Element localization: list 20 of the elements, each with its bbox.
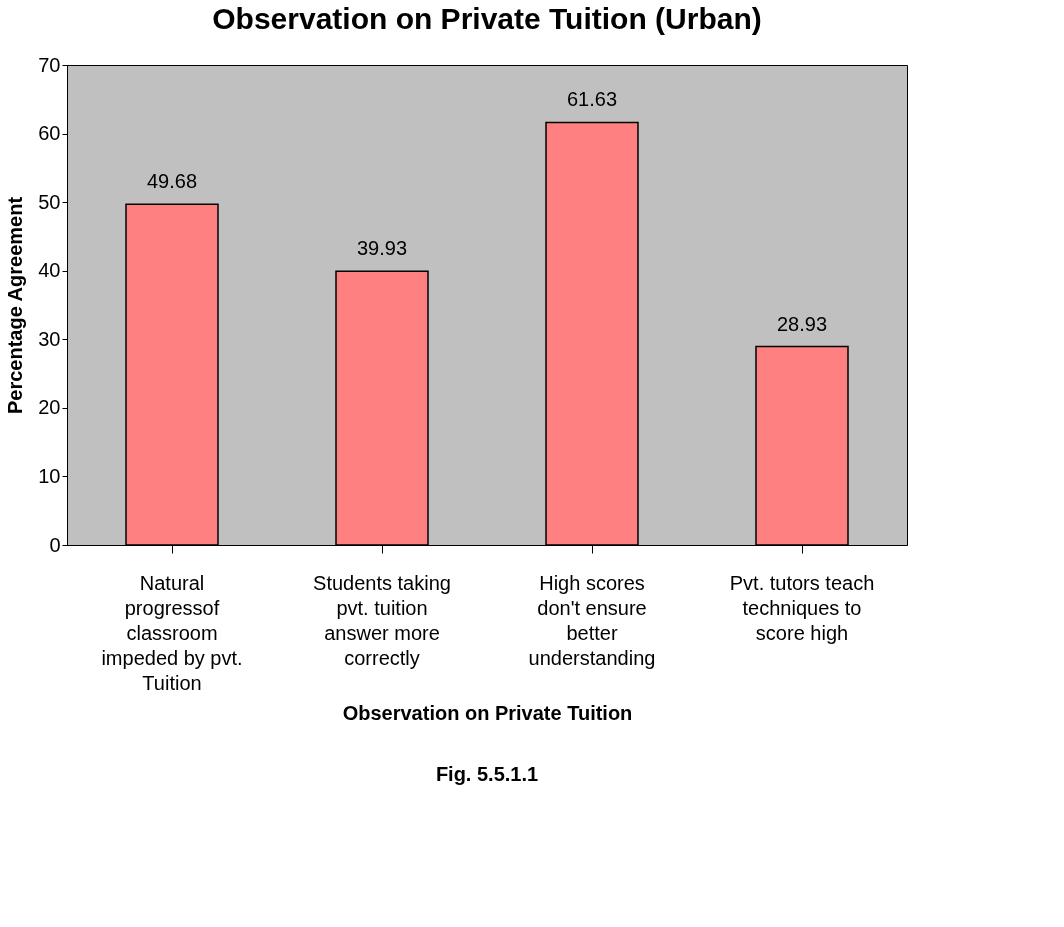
y-tick-label: 50 [38, 190, 61, 213]
y-tick-label: 10 [38, 464, 61, 487]
x-axis-title: Observation on Private Tuition [342, 701, 633, 724]
data-label: 61.63 [566, 88, 618, 111]
data-label: 49.68 [146, 170, 198, 193]
chart-title: Observation on Private Tuition (Urban) [212, 2, 762, 35]
y-tick-label: 40 [38, 259, 61, 282]
caption: Fig. 5.5.1.1 [435, 763, 539, 785]
data-label: 28.93 [776, 312, 828, 335]
data-label: 39.93 [356, 237, 408, 260]
x-tick-label: Students taking pvt. tuition answer more correctly [313, 571, 451, 669]
y-tick-label: 60 [38, 122, 61, 145]
y-tick-label: 30 [38, 327, 61, 350]
y-tick-label: 20 [38, 396, 61, 419]
y-axis-title: Percentage Agreement [4, 196, 27, 415]
y-tick-label: 0 [49, 533, 61, 556]
x-tick-label: Natural progressof classroom impeded by pvt. Tuition [101, 571, 243, 694]
y-tick-label: 70 [38, 53, 61, 76]
x-tick-label: High scores don't ensure better understanding [528, 571, 656, 669]
x-tick-label: Pvt. tutors teach techniques to score high [729, 571, 875, 644]
